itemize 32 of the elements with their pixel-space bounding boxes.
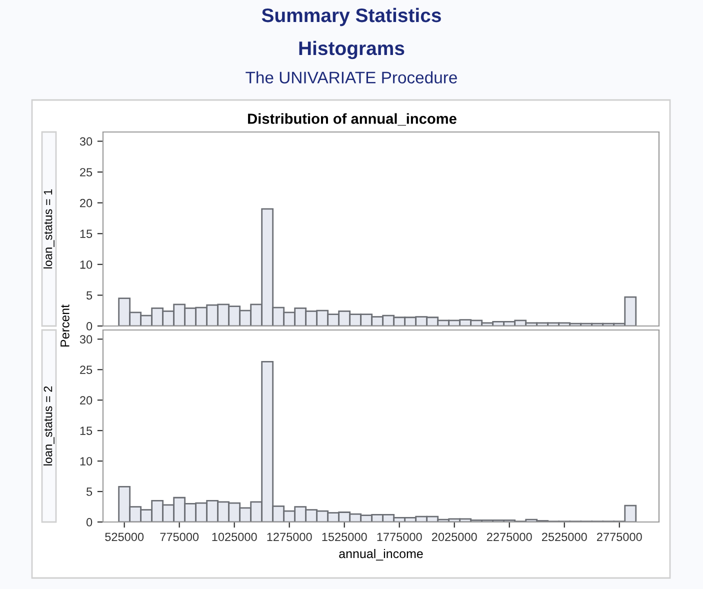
chart-title: Summary Statistics (262, 8, 441, 26)
x-tick-label: 2525000 (542, 532, 587, 542)
y-tick-label: 30 (80, 335, 92, 344)
x-axis-title: annual_income (339, 548, 423, 561)
y-tick-label: 10 (80, 260, 92, 269)
y-tick-label: 5 (86, 488, 92, 496)
x-tick-label: 1275000 (267, 532, 312, 542)
x-tick-label: 1775000 (377, 532, 422, 542)
x-tick-label: 525000 (105, 532, 144, 542)
x-tick-label: 1025000 (212, 532, 257, 542)
y-tick-label: 15 (80, 230, 92, 238)
chart-subtitle: Histograms (299, 40, 404, 60)
y-tick-label: 10 (80, 457, 92, 466)
x-tick-label: 2775000 (597, 532, 642, 542)
y-axis-title: Percent (60, 304, 70, 347)
y-tick-label: 0 (86, 518, 92, 526)
x-tick-label: 2025000 (432, 532, 477, 542)
text: Distribution of annual_income (248, 113, 456, 126)
y-tick-label: 30 (80, 137, 92, 146)
text: loan_status = 1 (44, 189, 54, 268)
x-tick-label: 775000 (160, 532, 199, 542)
y-tick-label: 20 (80, 396, 92, 404)
y-tick-label: 25 (80, 168, 92, 176)
y-tick-label: 0 (86, 322, 92, 330)
text: The UNIVARIATE Procedure (246, 71, 457, 84)
x-tick-label: 1525000 (322, 532, 367, 542)
y-tick-label: 15 (80, 426, 92, 435)
text: loan_status = 2 (44, 386, 54, 466)
y-tick-label: 5 (86, 291, 92, 300)
y-tick-label: 20 (80, 198, 92, 208)
x-tick-label: 2275000 (487, 532, 532, 542)
y-tick-label: 25 (80, 366, 92, 374)
